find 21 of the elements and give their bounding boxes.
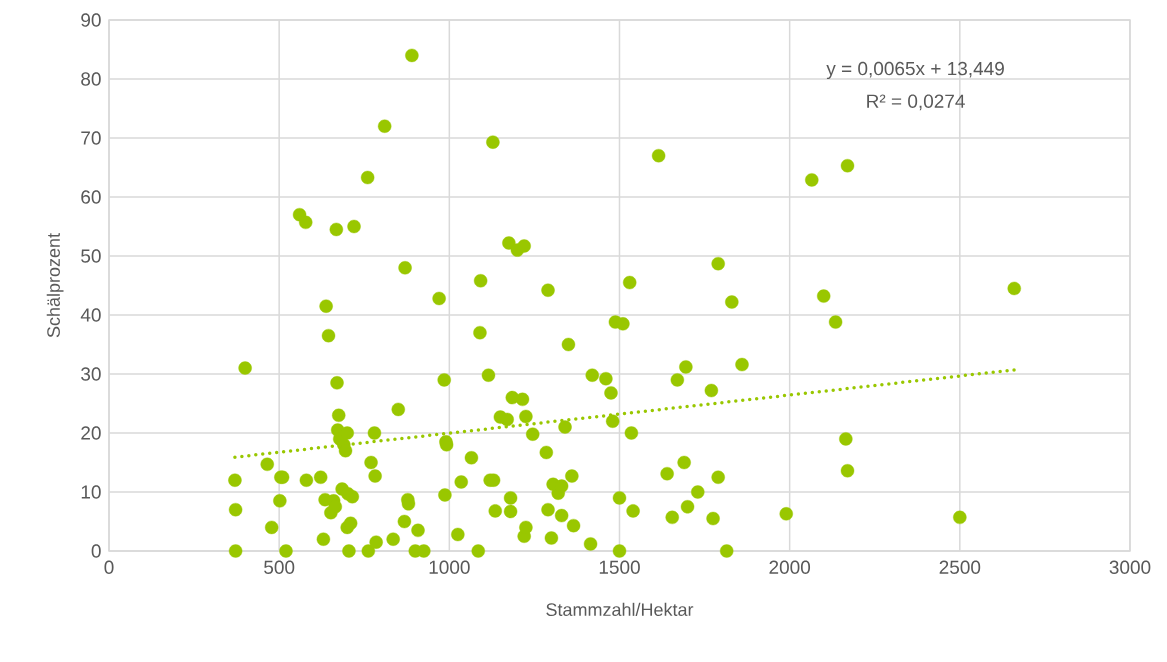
x-tick-label: 1500 bbox=[599, 560, 640, 574]
x-tick-label: 3000 bbox=[1109, 560, 1151, 574]
x-tick-label: 1000 bbox=[429, 560, 470, 574]
annotation: y = 0,0065x + 13,449 bbox=[826, 61, 1004, 80]
x-tick-label: 0 bbox=[104, 560, 114, 574]
y-tick-label: 30 bbox=[81, 367, 101, 381]
annotation: R² = 0,0274 bbox=[867, 94, 965, 111]
y-axis-title: Schälprozent bbox=[46, 233, 64, 338]
x-axis-title: Stammzahl/Hektar bbox=[546, 602, 694, 617]
y-tick-label: 20 bbox=[81, 426, 101, 440]
y-tick-label: 60 bbox=[81, 190, 101, 204]
x-tick-label: 2500 bbox=[939, 560, 981, 574]
y-tick-label: 50 bbox=[81, 249, 101, 263]
y-tick-label: 70 bbox=[81, 131, 101, 145]
x-tick-label: 500 bbox=[264, 560, 295, 574]
y-tick-label: 10 bbox=[81, 485, 101, 499]
y-tick-label: 40 bbox=[80, 308, 101, 322]
x-tick-label: 2000 bbox=[769, 560, 811, 574]
y-tick-label: 0 bbox=[91, 544, 101, 558]
y-tick-label: 80 bbox=[81, 72, 101, 86]
y-tick-label: 90 bbox=[81, 13, 101, 27]
